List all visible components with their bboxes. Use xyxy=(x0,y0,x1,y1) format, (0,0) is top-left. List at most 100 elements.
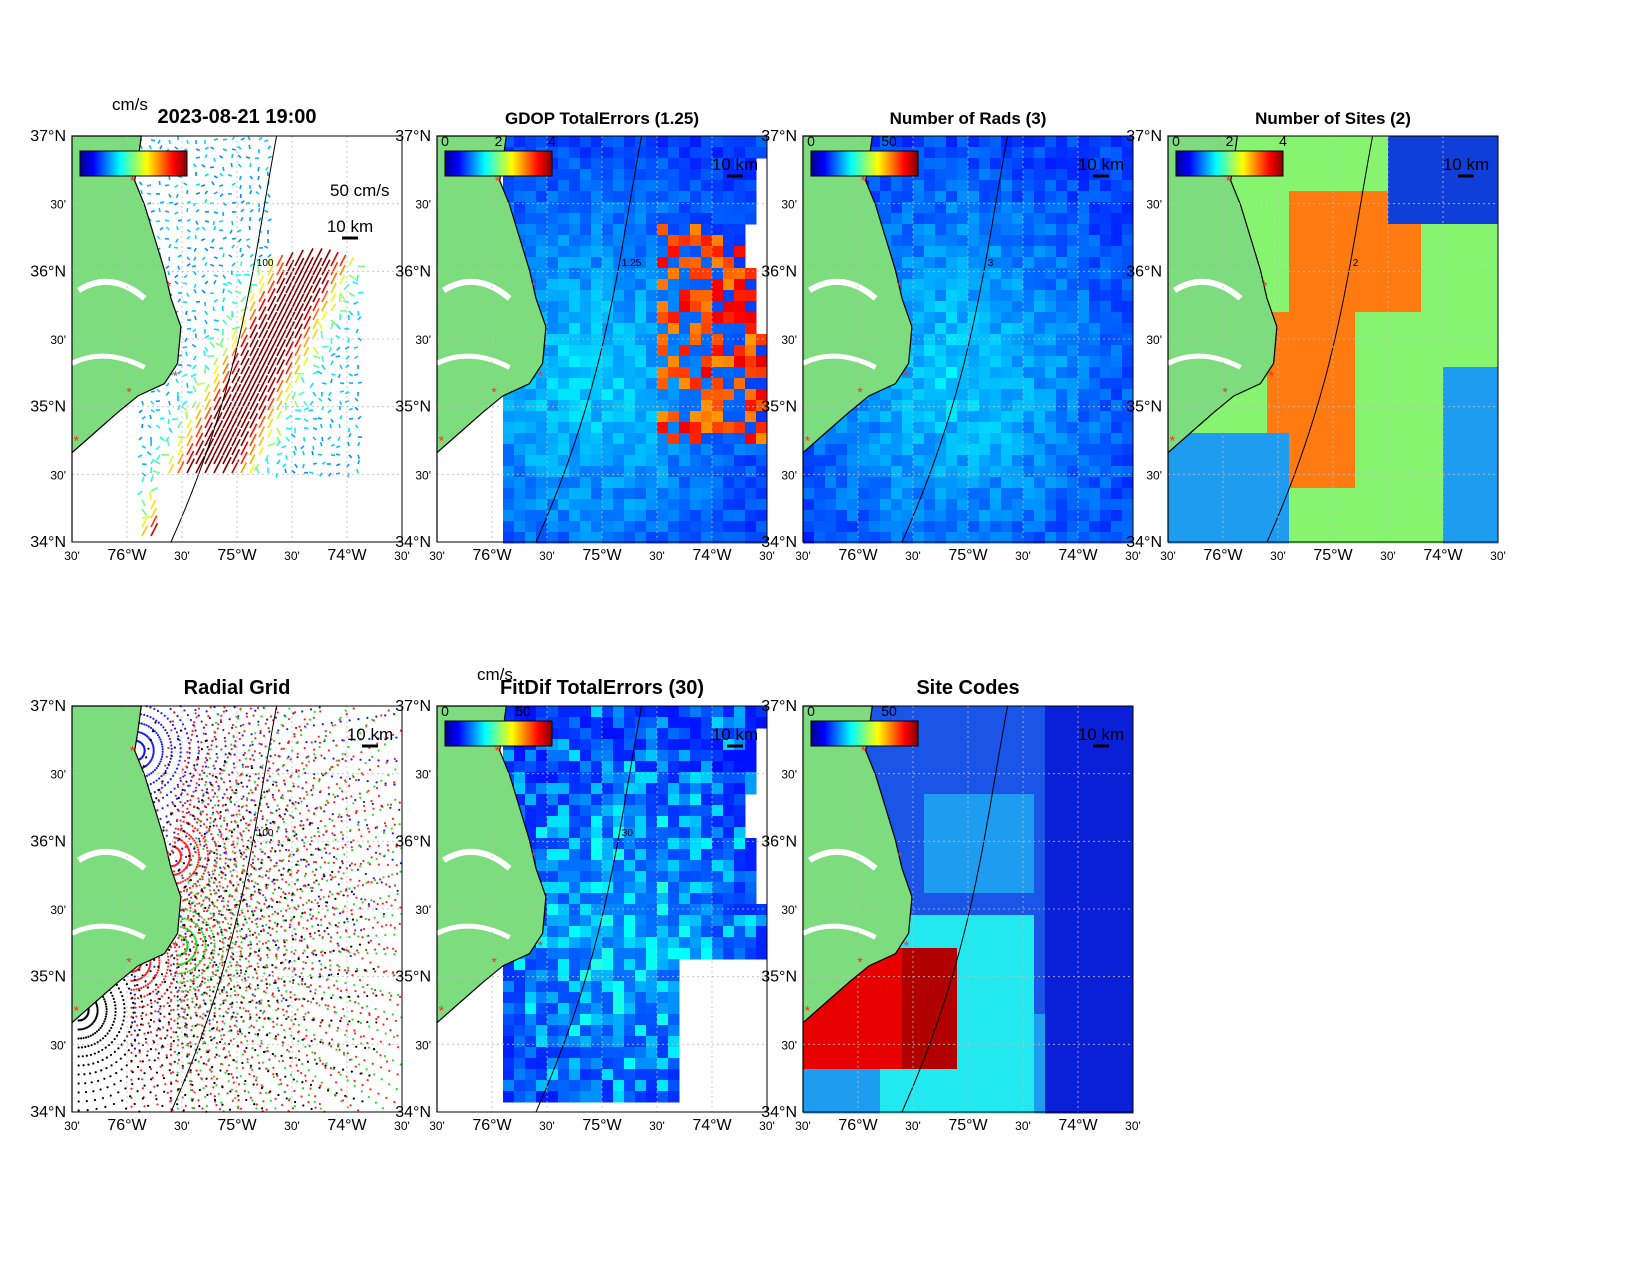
radial-point xyxy=(372,877,375,880)
radial-point xyxy=(305,756,308,759)
radial-point xyxy=(255,1019,258,1022)
radial-point xyxy=(179,747,182,750)
radial-point xyxy=(394,768,397,771)
radial-point xyxy=(215,752,218,756)
radial-point xyxy=(268,974,271,977)
radial-point xyxy=(295,863,298,866)
radial-point xyxy=(208,757,211,760)
radial-point xyxy=(304,836,307,839)
radial-point xyxy=(393,1100,396,1104)
radial-point xyxy=(146,986,149,989)
radial-point xyxy=(238,986,242,989)
radial-point xyxy=(313,873,316,877)
radial-point xyxy=(266,946,269,950)
radial-point xyxy=(204,756,208,760)
radial-point xyxy=(317,830,320,833)
radial-point xyxy=(186,832,189,835)
radial-point xyxy=(391,1013,394,1016)
current-vector xyxy=(337,436,341,441)
lon-tick-label: 76°W xyxy=(107,547,147,564)
current-vector xyxy=(276,302,287,321)
radial-point xyxy=(218,885,222,888)
current-vector xyxy=(319,472,323,477)
current-vector xyxy=(218,220,224,223)
radial-point xyxy=(161,1074,165,1077)
radial-point xyxy=(320,951,323,954)
radial-point xyxy=(320,924,323,927)
radial-point xyxy=(105,1005,108,1008)
radial-point xyxy=(323,991,326,994)
current-vector xyxy=(320,330,323,339)
radial-point xyxy=(174,986,178,989)
radial-point xyxy=(320,963,323,966)
radial-point xyxy=(190,933,193,936)
radial-point xyxy=(227,1050,231,1053)
radial-point xyxy=(152,1020,156,1023)
current-vector xyxy=(321,436,324,442)
radial-point xyxy=(167,1023,171,1026)
radial-point xyxy=(338,718,341,721)
radial-point xyxy=(357,778,360,782)
radial-point xyxy=(341,861,344,865)
current-vector xyxy=(276,262,285,276)
radial-point xyxy=(246,904,249,908)
current-vector xyxy=(335,472,341,475)
current-vector xyxy=(267,337,278,357)
radial-point xyxy=(385,900,388,904)
radial-point xyxy=(228,829,231,832)
radial-point xyxy=(387,875,390,878)
radial-point xyxy=(378,943,381,946)
radial-point xyxy=(186,799,189,803)
lat-tick-label: 36°N xyxy=(30,263,66,280)
current-vector xyxy=(347,441,350,447)
radial-point xyxy=(201,765,204,768)
radial-point xyxy=(238,813,241,816)
radial-point xyxy=(335,857,338,860)
radial-point xyxy=(387,774,390,777)
radial-point xyxy=(309,843,312,846)
radial-point xyxy=(197,851,200,854)
current-vector xyxy=(294,257,305,276)
radial-point xyxy=(210,917,213,920)
radial-point xyxy=(261,942,265,945)
lon-tick-label: 30' xyxy=(649,549,665,563)
radial-point xyxy=(239,878,242,881)
current-vector xyxy=(348,454,353,459)
radial-point xyxy=(221,961,224,964)
radial-point xyxy=(194,925,197,928)
plot-frame xyxy=(802,135,1134,543)
radial-point xyxy=(218,926,221,929)
radial-point xyxy=(312,997,315,1000)
current-vector xyxy=(309,400,314,406)
radial-point xyxy=(233,828,236,831)
radial-point xyxy=(320,754,323,757)
current-vector xyxy=(249,162,252,168)
current-vector xyxy=(177,453,184,465)
radial-point xyxy=(281,878,284,881)
radial-point xyxy=(399,995,402,999)
radial-point xyxy=(350,1058,353,1061)
current-vector xyxy=(356,468,359,474)
radial-point xyxy=(330,1038,334,1041)
radial-point xyxy=(332,861,335,864)
current-vector xyxy=(227,173,233,177)
current-vector xyxy=(186,292,190,298)
radial-point xyxy=(256,977,259,980)
radial-point xyxy=(214,1046,218,1049)
current-vector xyxy=(222,401,233,420)
radial-point xyxy=(207,964,210,967)
radial-point xyxy=(218,1054,221,1058)
radial-point xyxy=(193,967,196,970)
current-vector xyxy=(204,422,214,438)
radial-point xyxy=(202,837,205,840)
radial-point xyxy=(275,955,278,958)
current-vector xyxy=(213,445,224,465)
radial-point xyxy=(148,992,151,995)
radial-point xyxy=(205,923,208,926)
radial-point xyxy=(123,1007,126,1010)
radial-point xyxy=(366,1041,369,1045)
radial-point xyxy=(378,878,382,881)
current-vector xyxy=(249,284,253,294)
radial-point xyxy=(229,858,232,861)
radial-point xyxy=(167,763,170,766)
